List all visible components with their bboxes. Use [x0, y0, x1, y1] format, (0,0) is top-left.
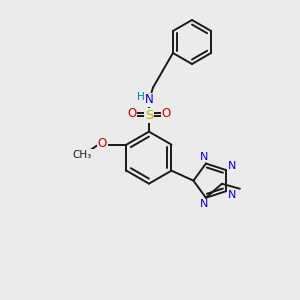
Text: S: S [145, 109, 153, 122]
Text: O: O [161, 107, 171, 120]
Text: N: N [145, 93, 153, 106]
Text: N: N [227, 190, 236, 200]
Text: N: N [200, 200, 208, 209]
Text: CH₃: CH₃ [73, 150, 92, 160]
Text: O: O [127, 107, 136, 120]
Text: H: H [137, 92, 145, 102]
Text: N: N [200, 152, 208, 162]
Text: N: N [227, 161, 236, 171]
Text: O: O [98, 137, 107, 150]
